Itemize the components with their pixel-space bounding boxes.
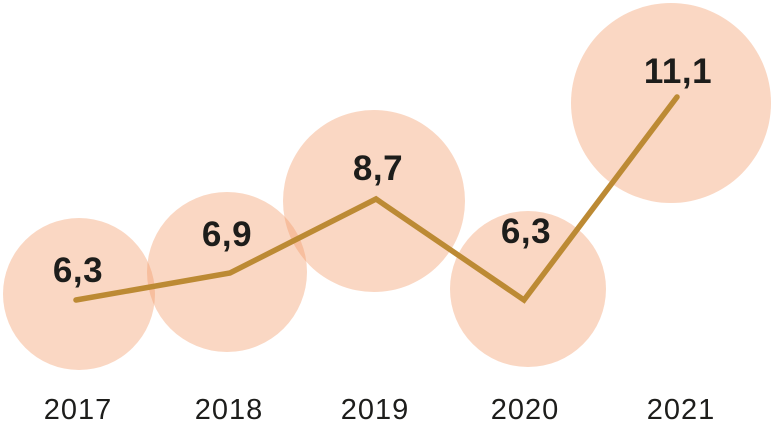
- value-label-2017: 6,3: [53, 251, 103, 290]
- value-label-2019: 8,7: [353, 149, 403, 188]
- x-axis-label-2018: 2018: [195, 394, 264, 423]
- x-axis-label-2019: 2019: [341, 394, 410, 423]
- x-axis-label-2020: 2020: [491, 394, 560, 423]
- x-axis-label-2021: 2021: [647, 394, 716, 423]
- value-label-2018: 6,9: [202, 215, 252, 254]
- trend-line: [73, 94, 680, 304]
- value-label-2020: 6,3: [501, 212, 551, 251]
- bubble-2020: [450, 211, 606, 367]
- bubble-2017: [3, 218, 155, 370]
- x-axis-label-2017: 2017: [44, 394, 113, 423]
- value-label-2021: 11,1: [644, 52, 712, 91]
